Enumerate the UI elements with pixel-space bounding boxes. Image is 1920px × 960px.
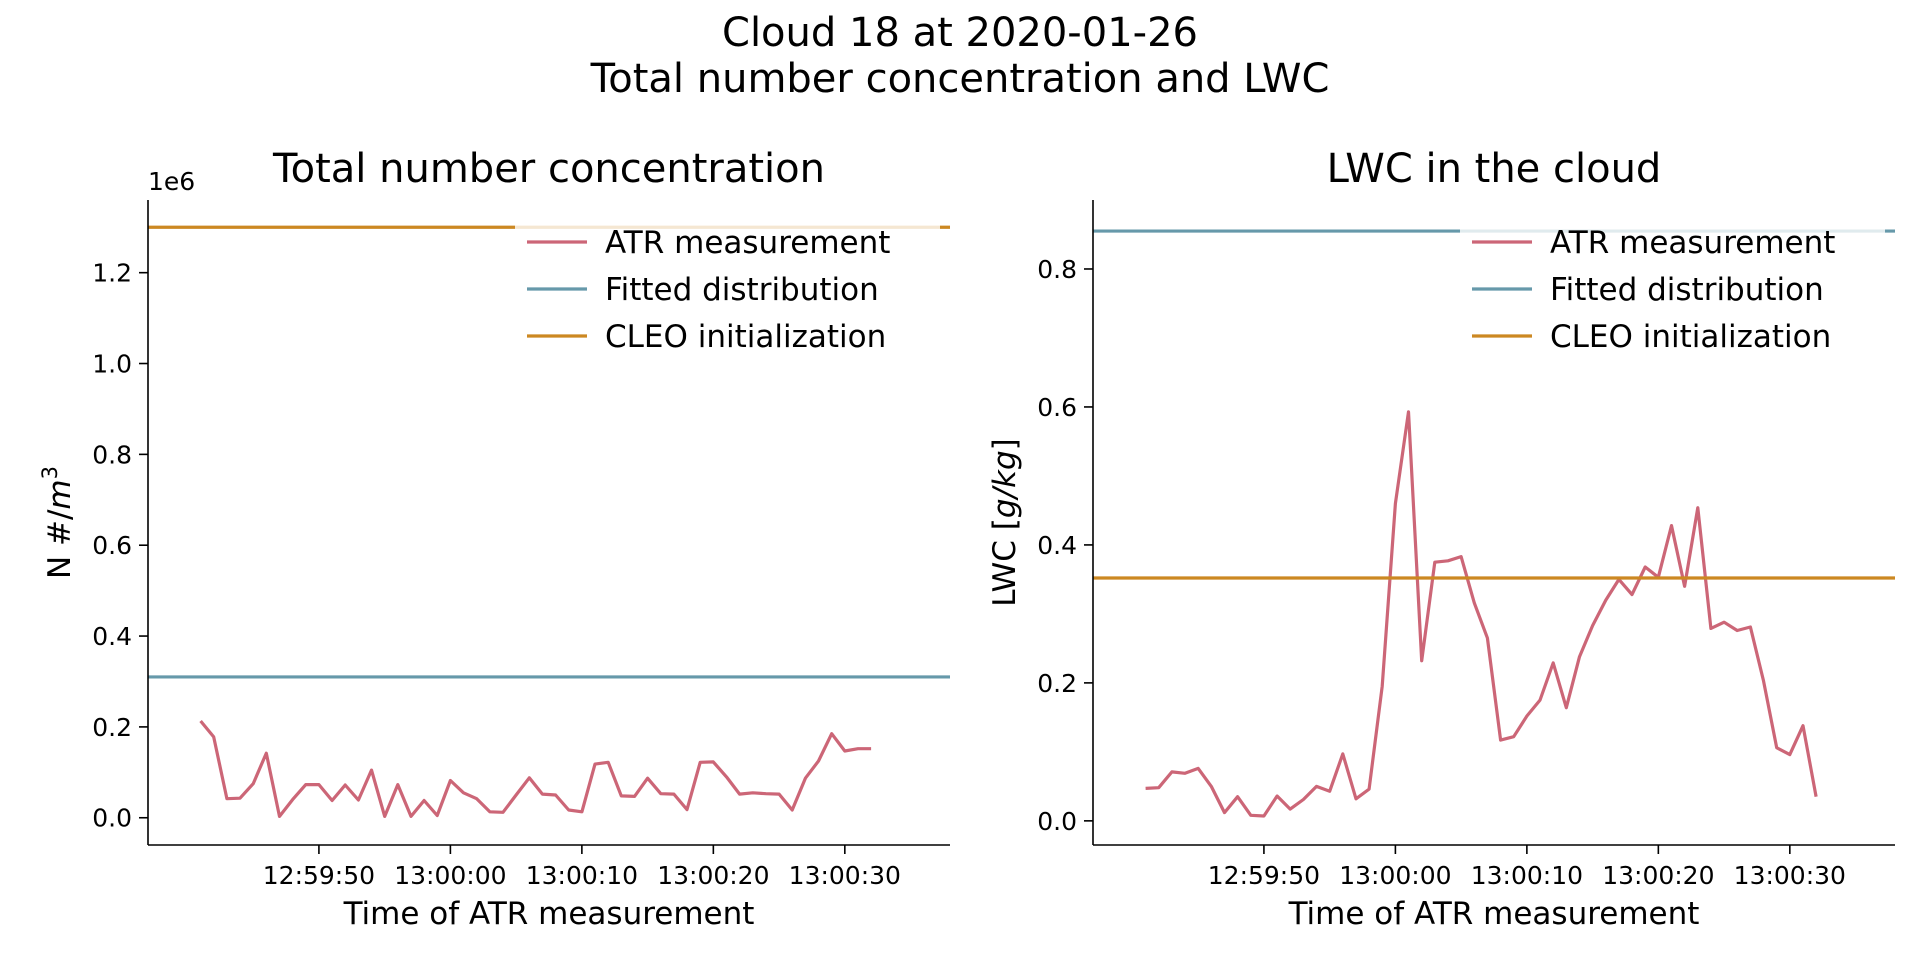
y-tick-label: 0.8: [1037, 255, 1077, 284]
y-axis-label-unit: m: [42, 479, 78, 509]
y-axis-label-prefix: N #/: [42, 509, 78, 579]
y-tick-label: 0.0: [1037, 807, 1077, 836]
x-tick-label: 13:00:30: [789, 861, 901, 890]
y-tick-label: 0.4: [1037, 531, 1077, 560]
legend-label: Fitted distribution: [1550, 272, 1824, 308]
y-tick-label: 0.0: [92, 804, 132, 833]
legend-label: ATR measurement: [1550, 225, 1835, 261]
x-tick-label: 13:00:30: [1734, 861, 1846, 890]
x-tick-label: 13:00:20: [657, 861, 769, 890]
x-tick-label: 13:00:20: [1602, 861, 1714, 890]
legend-label: CLEO initialization: [605, 319, 886, 355]
x-tick-label: 13:00:10: [1471, 861, 1583, 890]
legend-box: [515, 222, 940, 367]
y-tick-label: 1.2: [92, 259, 132, 288]
y-axis-label: LWC [g/kg]: [987, 438, 1023, 607]
legend-label: CLEO initialization: [1550, 319, 1831, 355]
y-tick-label: 0.4: [92, 622, 132, 651]
y-tick-label: 0.6: [92, 531, 132, 560]
x-tick-label: 12:59:50: [263, 861, 375, 890]
y-tick-label: 0.6: [1037, 393, 1077, 422]
figure-title-line2: Total number concentration and LWC: [590, 56, 1330, 102]
x-tick-label: 12:59:50: [1208, 861, 1320, 890]
y-axis-label-unit: g/kg: [987, 450, 1023, 518]
y-axis-label-exponent: 3: [38, 466, 62, 479]
y-axis-label-prefix: LWC [: [987, 518, 1023, 607]
y-tick-label: 0.8: [92, 440, 132, 469]
y-offset-text: 1e6: [148, 167, 195, 196]
x-axis-label: Time of ATR measurement: [1288, 896, 1700, 932]
x-tick-label: 13:00:00: [1339, 861, 1451, 890]
figure-title-line1: Cloud 18 at 2020-01-26: [722, 10, 1198, 56]
x-axis-label: Time of ATR measurement: [343, 896, 755, 932]
legend-label: Fitted distribution: [605, 272, 879, 308]
y-tick-label: 0.2: [1037, 669, 1077, 698]
subplot-1: Total number concentration ATR measuremen…: [38, 146, 950, 932]
x-tick-label: 13:00:00: [394, 861, 506, 890]
subplot-title: LWC in the cloud: [1327, 146, 1662, 192]
x-tick-label: 13:00:10: [526, 861, 638, 890]
y-axis-label: N #/m3: [38, 466, 78, 579]
series-line-atr-measurement: [1145, 410, 1818, 818]
legend-label: ATR measurement: [605, 225, 890, 261]
series-line-atr-measurement: [199, 719, 872, 819]
y-tick-label: 1.0: [92, 350, 132, 379]
y-axis-label-suffix: ]: [987, 438, 1023, 450]
legend-box: [1460, 222, 1885, 367]
y-tick-label: 0.2: [92, 713, 132, 742]
subplot-2: LWC in the cloud ATR measurement Fitted di…: [987, 146, 1895, 932]
subplot-title: Total number concentration: [272, 146, 825, 192]
